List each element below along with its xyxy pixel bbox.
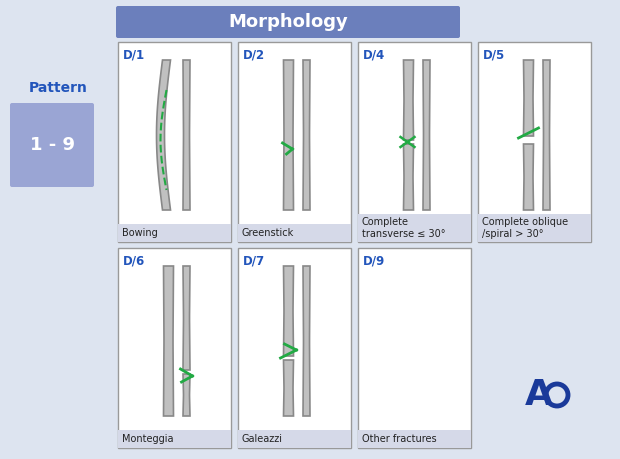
- Polygon shape: [183, 266, 190, 370]
- Text: D/6: D/6: [123, 254, 145, 268]
- Polygon shape: [523, 60, 533, 136]
- Polygon shape: [183, 374, 190, 416]
- Text: Galeazzi: Galeazzi: [242, 434, 283, 444]
- Polygon shape: [156, 60, 171, 210]
- Bar: [118, 430, 231, 448]
- Bar: [118, 224, 231, 242]
- Polygon shape: [543, 60, 550, 210]
- Polygon shape: [183, 60, 190, 210]
- Bar: [478, 42, 591, 242]
- Polygon shape: [283, 266, 293, 356]
- Text: D/5: D/5: [483, 49, 505, 62]
- Text: Monteggia: Monteggia: [122, 434, 174, 444]
- Text: A: A: [525, 378, 553, 412]
- Polygon shape: [283, 60, 293, 210]
- Polygon shape: [164, 266, 174, 416]
- Polygon shape: [303, 60, 310, 210]
- Bar: [358, 42, 471, 242]
- Bar: [238, 42, 351, 242]
- Bar: [358, 248, 471, 448]
- Bar: [238, 430, 351, 448]
- Polygon shape: [404, 144, 414, 210]
- Polygon shape: [523, 144, 533, 210]
- Text: D/2: D/2: [243, 49, 265, 62]
- FancyBboxPatch shape: [10, 103, 94, 187]
- Text: 1 - 9: 1 - 9: [30, 136, 74, 154]
- Polygon shape: [283, 360, 293, 416]
- Text: D/7: D/7: [243, 254, 265, 268]
- Text: Other fractures: Other fractures: [362, 434, 436, 444]
- Text: D/9: D/9: [363, 254, 385, 268]
- Text: Greenstick: Greenstick: [242, 228, 294, 238]
- Text: D/1: D/1: [123, 49, 145, 62]
- Bar: [238, 224, 351, 242]
- Bar: [358, 430, 471, 448]
- Text: D/4: D/4: [363, 49, 385, 62]
- Bar: [118, 248, 231, 448]
- Text: Bowing: Bowing: [122, 228, 157, 238]
- Text: Complete
transverse ≤ 30°: Complete transverse ≤ 30°: [362, 217, 446, 239]
- Polygon shape: [303, 266, 310, 416]
- Text: Morphology: Morphology: [228, 13, 348, 31]
- Polygon shape: [404, 60, 414, 140]
- Bar: [118, 42, 231, 242]
- Polygon shape: [423, 60, 430, 210]
- Text: Pattern: Pattern: [29, 81, 87, 95]
- Text: Complete oblique
/spiral > 30°: Complete oblique /spiral > 30°: [482, 217, 568, 239]
- Bar: [358, 214, 471, 242]
- Bar: [478, 214, 591, 242]
- Bar: [238, 248, 351, 448]
- FancyBboxPatch shape: [116, 6, 460, 38]
